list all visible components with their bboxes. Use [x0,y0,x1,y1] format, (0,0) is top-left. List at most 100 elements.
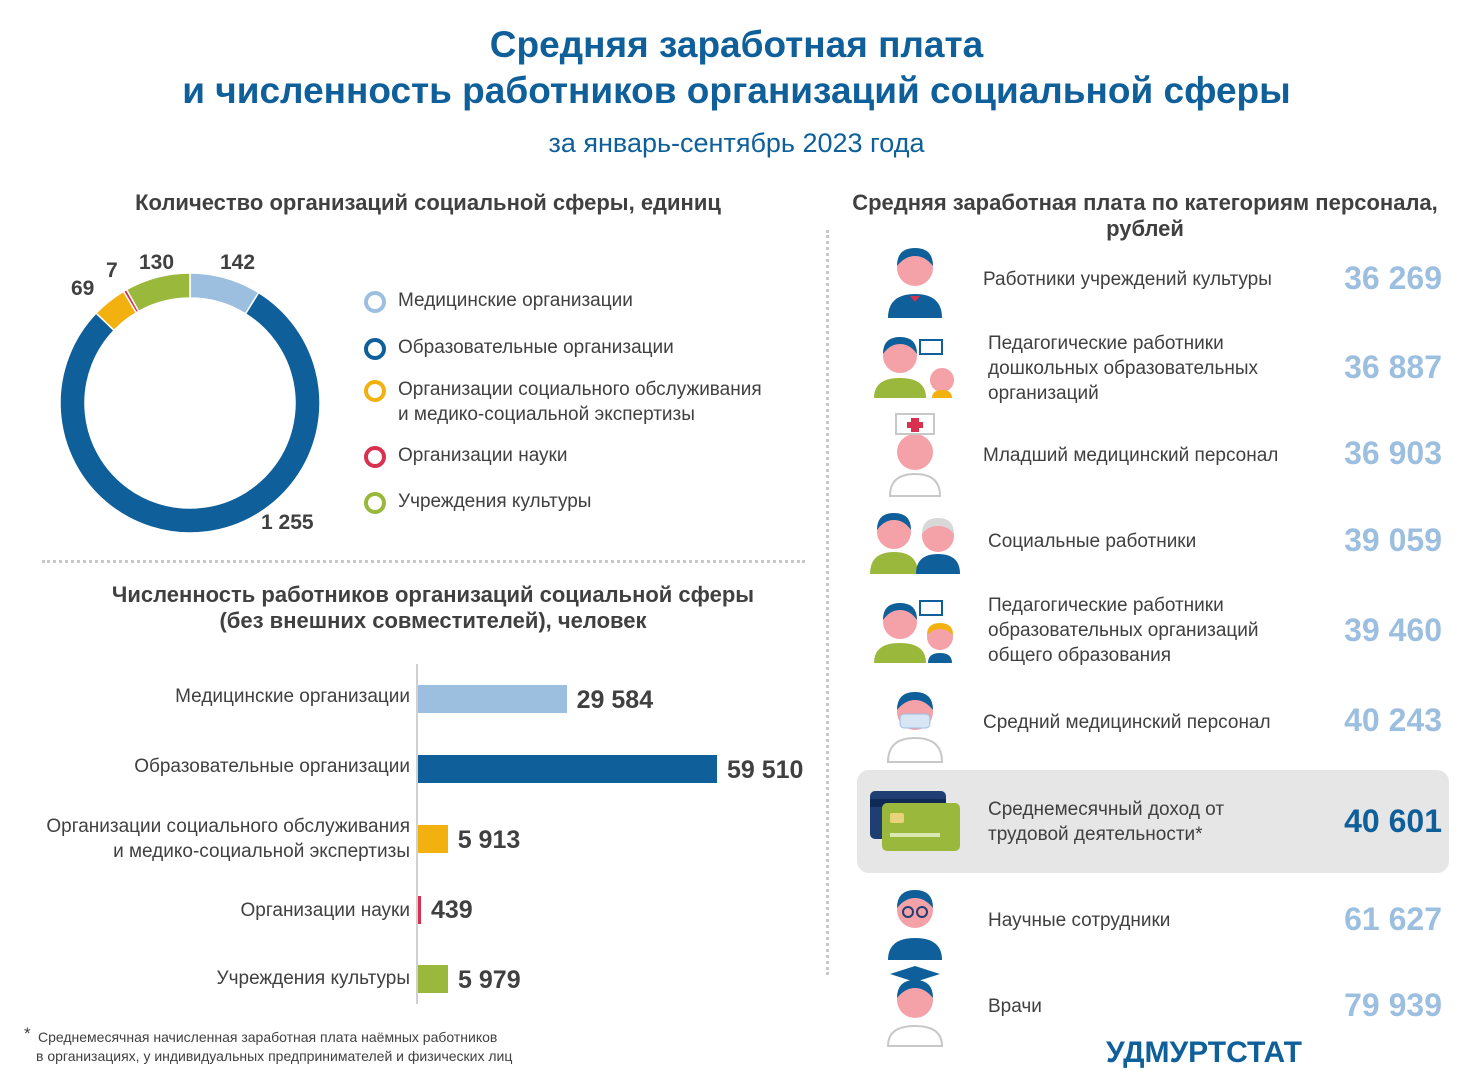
salary-title-line-1: Средняя заработная плата по категориям п… [852,190,1438,215]
bar-label-social: Организации социального обслуживания и м… [46,814,410,864]
salary-label-1: Педагогические работники дошкольных обра… [988,331,1258,406]
scientist-icon [880,878,950,960]
salary-label-7: Научные сотрудники [988,908,1170,933]
bar-chart-title-line-1: Численность работников организаций социа… [111,582,755,607]
salary-label-5: Средний медицинский персонал [983,710,1271,735]
salary-value-1: 36 887 [1344,349,1442,385]
doctor-icon [880,964,950,1048]
legend-label-medical: Медицинские организации [398,290,633,311]
salary-label-4-line-1: Педагогические работники [988,595,1224,616]
bar-label-medical: Медицинские организации [175,684,410,709]
bar-label-education-line-1: Образовательные организации [134,756,410,777]
page-subtitle: за январь-сентябрь 2023 года [548,128,925,158]
salary-label-1-line-3: организаций [988,383,1099,404]
bar-value-science: 439 [431,896,473,924]
organizations-donut-chart [59,272,321,534]
legend-label-science: Организации науки [398,445,568,466]
title-line-1: Средняя заработная плата [489,24,984,65]
salary-value-0: 36 269 [1344,260,1442,296]
column-divider [826,230,829,975]
title-line-2: и численность работников организаций соц… [182,70,1291,111]
footnote-mark: * [24,1024,31,1043]
bar-value-medical: 29 584 [576,686,654,714]
donut-slice-education [59,291,321,534]
salary-label-1-line-1: Педагогические работники [988,333,1224,354]
bar-label-medical-line-1: Медицинские организации [175,686,410,707]
bar-label-social-line-1: Организации социального обслуживания [46,816,410,837]
brand-logo-text: УДМУРТСТАТ [1106,1036,1302,1069]
salary-value-4: 39 460 [1344,612,1442,648]
footnote-line-2: в организациях, у индивидуальных предпри… [36,1048,513,1064]
bar-science [418,896,421,924]
bank-cards-icon [868,789,964,855]
bar-medical [418,685,567,713]
legend-label-social-1: Организации социального обслуживания [398,379,762,400]
bar-label-science-line-1: Организации науки [240,900,410,921]
culture-worker-icon [880,240,950,320]
donut-value-social: 69 [71,277,95,300]
bar-label-culture: Учреждения культуры [217,966,410,991]
bar-label-social-line-2: и медико-социальной экспертизы [113,841,410,862]
legend-label-education: Образовательные организации [398,337,674,358]
legend-label-culture: Учреждения культуры [398,491,592,512]
school-teacher-icon [872,595,962,675]
bar-value-social: 5 913 [457,826,521,854]
salary-value-3: 39 059 [1344,522,1442,558]
footnote-line-1: Среднемесячная начисленная заработная пл… [38,1029,498,1045]
salary-label-8: Врачи [988,994,1042,1019]
bar-label-education: Образовательные организации [134,754,410,779]
section-divider [42,560,805,563]
salary-label-3-line-1: Социальные работники [988,531,1197,552]
footnote: * Среднемесячная начисленная заработная … [24,1024,513,1066]
legend-marker-culture [364,492,386,514]
nurse-icon [880,410,950,497]
salary-label-4-line-3: общего образования [988,645,1172,666]
salary-label-6-line-2: трудовой деятельности* [988,824,1203,845]
bar-value-culture: 5 979 [458,966,521,994]
donut-value-culture: 130 [139,251,175,274]
salary-label-2: Младший медицинский персонал [983,443,1278,468]
donut-value-medical: 142 [220,251,256,274]
medical-staff-icon [880,678,950,763]
salary-value-6: 40 601 [1344,803,1442,839]
salary-value-5: 40 243 [1344,702,1442,738]
bar-education [418,755,717,783]
donut-slice-culture [125,272,191,313]
salary-label-6-line-1: Среднемесячный доход от [988,799,1225,820]
bar-label-science: Организации науки [241,898,410,923]
salary-label-0-line-1: Работники учреждений культуры [983,269,1272,290]
salary-label-4: Педагогические работники образовательных… [988,593,1259,668]
bar-value-education: 59 510 [727,756,804,784]
legend-label-social-2: и медико-социальной экспертизы [398,404,695,425]
salary-value-7: 61 627 [1344,901,1442,937]
bar-chart-title: Численность работников организаций социа… [20,582,846,634]
donut-chart-title: Количество организаций социальной сферы,… [135,190,721,215]
salary-label-6: Среднемесячный доход от трудовой деятель… [988,797,1224,847]
bar-chart-title-line-2: (без внешних совместителей), человек [219,608,647,633]
salary-label-7-line-1: Научные сотрудники [988,910,1171,931]
salary-value-8: 79 939 [1344,987,1442,1023]
salary-title-line-2: рублей [1106,216,1184,241]
salary-label-1-line-2: дошкольных образовательных [988,358,1259,379]
bar-culture [418,965,449,993]
salary-label-8-line-1: Врачи [988,996,1042,1017]
salary-table-title: Средняя заработная плата по категориям п… [820,190,1470,242]
bar-label-culture-line-1: Учреждения культуры [216,968,410,989]
preschool-teacher-icon [872,322,962,402]
donut-slice-medical [189,272,260,315]
legend-marker-education [364,338,386,360]
legend-marker-social [364,380,386,402]
page-title: Средняя заработная плата и численность р… [0,22,1473,114]
bar-axis-line [416,664,418,1004]
donut-value-education: 1 255 [261,511,314,534]
salary-label-4-line-2: образовательных организаций [988,620,1259,641]
salary-label-0: Работники учреждений культуры [983,267,1272,292]
salary-label-3: Социальные работники [988,529,1196,554]
salary-value-2: 36 903 [1344,435,1442,471]
salary-label-5-line-1: Средний медицинский персонал [983,712,1271,733]
social-worker-icon [868,504,964,584]
bar-social [418,825,448,853]
legend-marker-medical [364,291,386,313]
legend-marker-science [364,446,386,468]
donut-value-science: 7 [106,259,118,282]
